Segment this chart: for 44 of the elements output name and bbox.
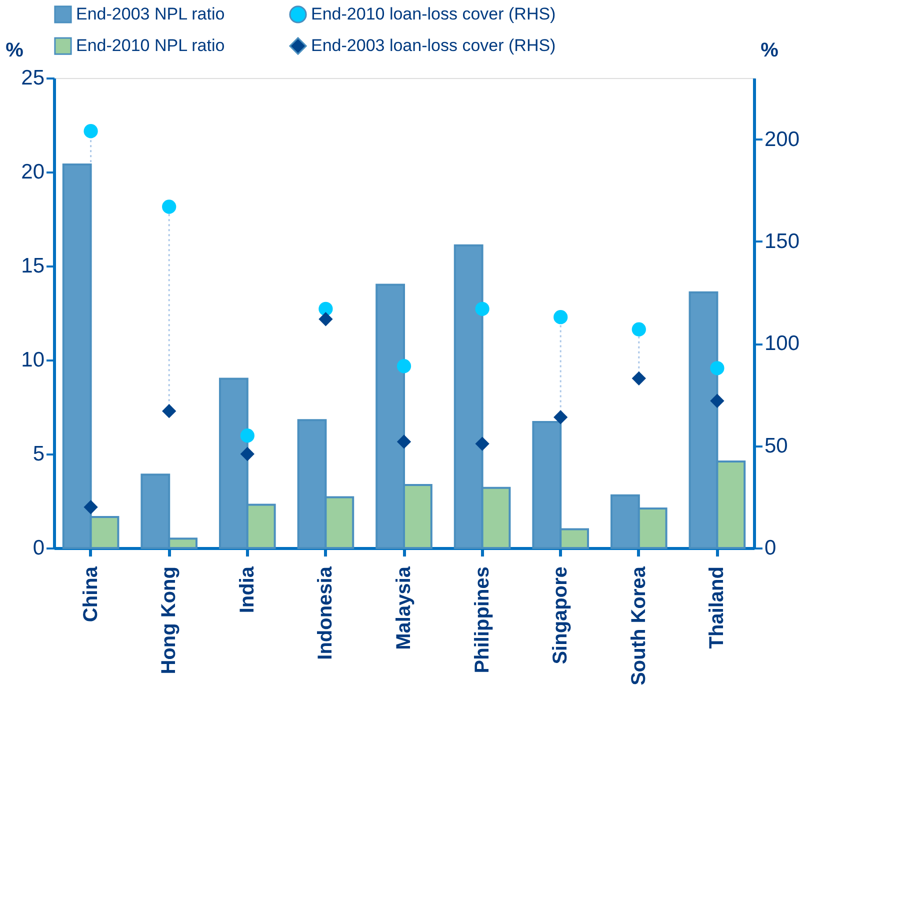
y-tick-label: 15 — [21, 254, 44, 278]
y2-tick-label: 200 — [764, 128, 800, 151]
y-tick-label: 5 — [32, 442, 44, 466]
legend-label: End-2010 loan-loss cover (RHS) — [311, 4, 556, 24]
y2-tick-label: 100 — [764, 332, 800, 356]
x-tick-label: Indonesia — [314, 566, 337, 660]
point — [84, 500, 98, 514]
point — [554, 410, 568, 424]
legend-label: End-2010 NPL ratio — [76, 36, 225, 55]
point — [84, 124, 98, 138]
y2-tick-label: 150 — [764, 230, 800, 253]
point — [240, 446, 254, 462]
x-tick-label: Malaysia — [393, 566, 415, 650]
point — [318, 302, 333, 316]
point — [710, 394, 724, 408]
y-axis-title: % — [6, 40, 24, 62]
legend-label: End-2003 NPL ratio — [76, 4, 225, 24]
y2-tick-label: 0 — [764, 536, 776, 560]
y-tick-label: 10 — [21, 348, 44, 372]
point — [632, 371, 646, 386]
x-tick-label: India — [236, 566, 258, 614]
point — [554, 310, 568, 324]
point — [162, 200, 176, 214]
x-tick-label: Thailand — [706, 566, 728, 649]
y-tick-label: 20 — [21, 160, 44, 184]
point — [475, 302, 490, 316]
point — [475, 436, 490, 451]
y2-axis-title: % — [760, 40, 779, 62]
x-tick-label: South Korea — [628, 566, 650, 686]
legend-label: End-2003 loan-loss cover (RHS) — [311, 36, 556, 55]
x-tick-label: Singapore — [550, 566, 572, 664]
y-tick-label: 25 — [21, 66, 44, 90]
y-tick-label: 0 — [32, 536, 44, 560]
point — [396, 359, 412, 374]
point — [632, 322, 646, 336]
x-tick-label: Philippines — [471, 566, 494, 674]
x-tick-label: China — [80, 566, 102, 622]
point — [318, 312, 333, 326]
point — [162, 404, 176, 418]
point — [396, 434, 412, 449]
y2-tick-label: 50 — [764, 434, 788, 458]
x-tick-label: Hong Kong — [158, 566, 180, 674]
point — [240, 428, 254, 443]
point — [710, 361, 724, 376]
